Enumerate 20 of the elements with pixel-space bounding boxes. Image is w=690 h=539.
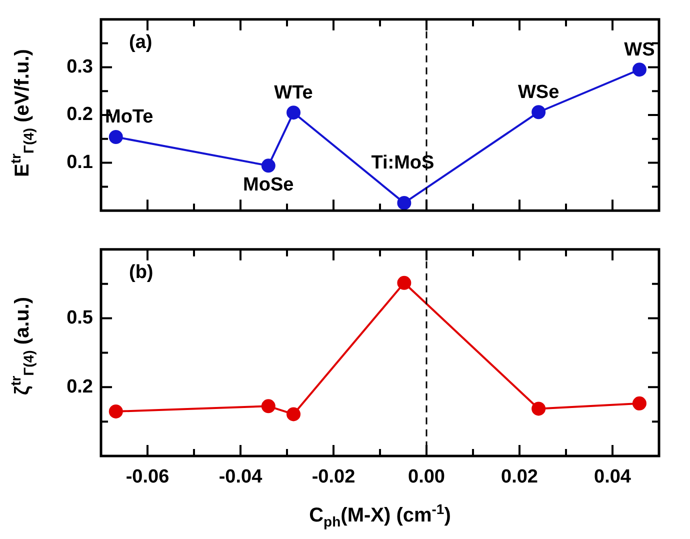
x-tick-label: -0.04 — [218, 466, 263, 488]
annotation: WSe — [518, 82, 560, 103]
annotation: (a) — [129, 32, 152, 54]
x-tick-label: 0.00 — [408, 466, 445, 488]
annotation: WS — [624, 39, 655, 60]
annotation: WTe — [274, 82, 313, 104]
x-tick-label: -0.06 — [126, 466, 170, 488]
y-tick-label: 0.3 — [66, 56, 93, 78]
annotation: (b) — [129, 262, 154, 284]
x-axis-title: C$_{ph}$(M-X) (cm$^{-1}$) — [309, 501, 451, 530]
y-tick-label: 0.2 — [66, 104, 93, 126]
annotation: MoTe — [104, 106, 154, 128]
y-tick-label: 0.5 — [66, 308, 94, 328]
annotation: Ti:MoS — [371, 152, 434, 174]
annotation: MoSe — [243, 174, 294, 196]
y-tick-label: 0.2 — [66, 376, 93, 398]
x-tick-label: 0.02 — [501, 466, 538, 488]
y-tick-label: 0.1 — [66, 152, 94, 174]
x-tick-label: 0.04 — [594, 466, 632, 488]
x-tick-label: -0.02 — [312, 466, 356, 488]
